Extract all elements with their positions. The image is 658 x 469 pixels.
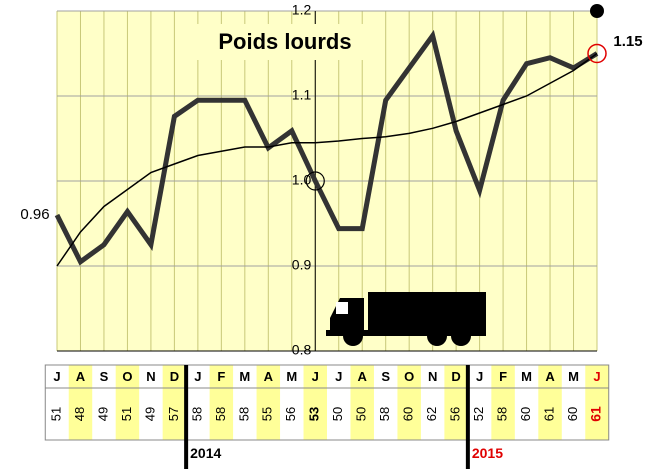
x-tick-label: N — [428, 369, 437, 384]
table-cell-bg — [209, 388, 234, 440]
x-tick-label: J — [335, 369, 342, 384]
table-value: 57 — [166, 407, 181, 421]
y-tick-label: 1.1 — [292, 87, 312, 103]
table-cell-bg — [585, 388, 609, 440]
table-value: 53 — [307, 407, 322, 421]
table-cell-bg — [303, 365, 327, 388]
year-label: 2014 — [190, 445, 221, 461]
table-cell-bg — [68, 388, 93, 440]
table-value: 62 — [424, 407, 439, 421]
data-label: 0.96 — [20, 206, 49, 223]
table-cell-bg — [162, 388, 187, 440]
x-tick-label: J — [312, 369, 319, 384]
x-tick-label: S — [381, 369, 390, 384]
x-tick-label: F — [217, 369, 225, 384]
x-tick-label: J — [53, 369, 60, 384]
table-value: 56 — [283, 407, 298, 421]
x-tick-label: O — [404, 369, 414, 384]
table-cell-bg — [444, 365, 468, 388]
truck-icon — [326, 292, 486, 346]
x-tick-label: M — [521, 369, 532, 384]
table-cell-bg — [256, 365, 281, 388]
table-cell-bg — [538, 388, 562, 440]
year-label: 2015 — [472, 445, 503, 461]
x-tick-label: M — [286, 369, 297, 384]
highlight-marker — [587, 43, 607, 64]
x-tick-label: A — [76, 369, 86, 384]
y-tick-label: 1.2 — [292, 2, 312, 18]
table-cell-bg — [491, 388, 515, 440]
x-tick-label: J — [476, 369, 483, 384]
lines — [54, 4, 607, 267]
table-cell-bg — [397, 365, 421, 388]
table-cell-bg — [209, 365, 234, 388]
table-value: 58 — [495, 407, 510, 421]
chart-title: Poids lourds — [218, 29, 351, 54]
table-value: 58 — [236, 407, 251, 421]
table-value: 60 — [401, 407, 416, 421]
y-tick-label: 0.9 — [292, 257, 312, 273]
table-value: 58 — [213, 407, 228, 421]
table-value: 55 — [260, 407, 275, 421]
table-cell-bg — [397, 388, 421, 440]
x-tick-label: J — [593, 369, 600, 384]
table-value: 51 — [119, 407, 134, 421]
data-table: J 51 A 48 S 49 O 51 N 49 D 57 J 58 F 58 M 58 A 55 M 56 J 53 J 50 A… — [44, 364, 610, 469]
title-box — [195, 24, 375, 60]
y-tick-label: 0.8 — [292, 342, 312, 358]
table-value: 50 — [354, 407, 369, 421]
x-tick-label: S — [100, 369, 109, 384]
table-value: 61 — [588, 406, 604, 422]
table-value: 49 — [95, 407, 110, 421]
table-cell-bg — [115, 365, 140, 388]
data-line — [54, 29, 599, 266]
x-tick-label: A — [358, 369, 368, 384]
x-tick-label: O — [122, 369, 132, 384]
table-cell-bg — [303, 388, 327, 440]
table-cell-bg — [68, 365, 93, 388]
table-cell-bg — [256, 388, 281, 440]
table-value: 61 — [541, 407, 556, 421]
x-tick-label: D — [451, 369, 460, 384]
table-cell-bg — [585, 365, 609, 388]
x-tick-label: A — [545, 369, 555, 384]
table-cell-bg — [491, 365, 515, 388]
table-value: 60 — [518, 407, 533, 421]
table-value: 51 — [48, 407, 63, 421]
table-value: 56 — [448, 407, 463, 421]
top-marker — [590, 4, 604, 18]
y-tick-label: 1.0 — [292, 172, 312, 188]
table-cell-bg — [162, 365, 187, 388]
table-cell-bg — [350, 365, 374, 388]
data-label: 1.15 — [613, 33, 642, 50]
x-tick-label: J — [194, 369, 201, 384]
table-value: 50 — [330, 407, 345, 421]
table-value: 58 — [189, 407, 204, 421]
table-value: 49 — [142, 407, 157, 421]
x-tick-label: A — [264, 369, 274, 384]
table-cell-bg — [538, 365, 562, 388]
x-tick-label: D — [170, 369, 179, 384]
table-cell-bg — [350, 388, 374, 440]
table-border — [44, 364, 610, 441]
grid — [56, 10, 598, 352]
table-value: 52 — [471, 407, 486, 421]
table-value: 48 — [72, 407, 87, 421]
x-tick-label: M — [239, 369, 250, 384]
x-tick-label: M — [568, 369, 579, 384]
table-value: 58 — [377, 407, 392, 421]
highlight-marker — [305, 171, 325, 191]
trend-line — [56, 52, 598, 267]
table-cell-bg — [115, 388, 140, 440]
x-tick-label: F — [499, 369, 507, 384]
table-cell-bg — [444, 388, 468, 440]
table-value: 60 — [565, 407, 580, 421]
x-tick-label: N — [146, 369, 155, 384]
